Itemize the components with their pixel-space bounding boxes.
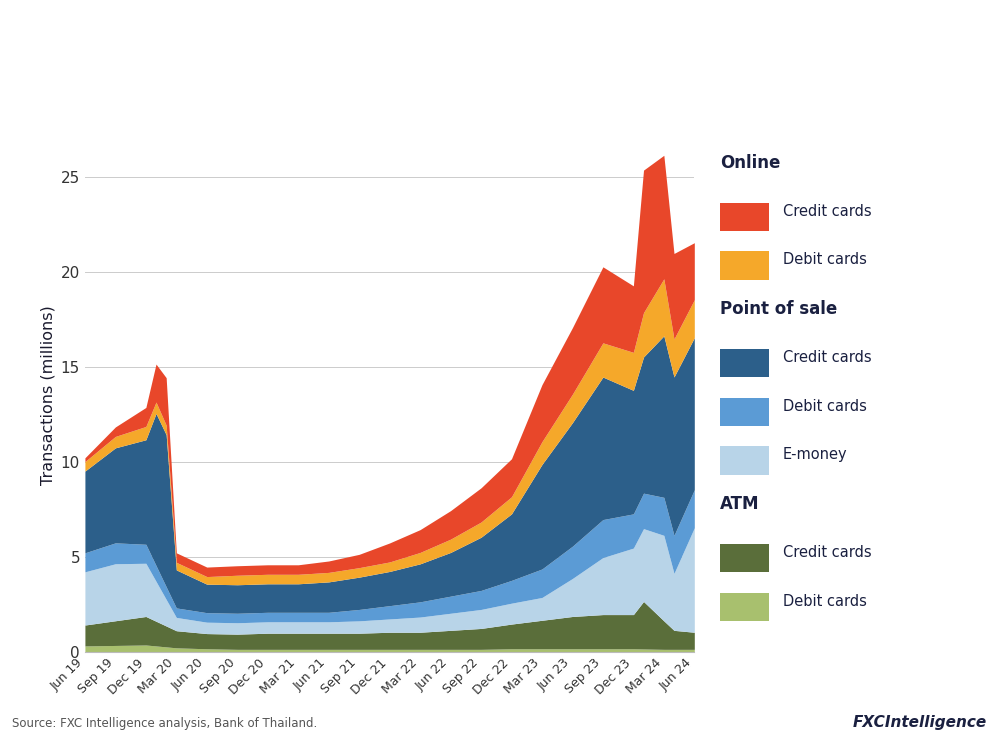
Text: ATM: ATM <box>719 495 759 513</box>
Bar <box>719 203 769 231</box>
Bar <box>719 252 769 279</box>
Text: Cross-border transactions in Thailand from foreign-issued cards: Cross-border transactions in Thailand fr… <box>12 78 523 93</box>
Text: Point of sale: Point of sale <box>719 300 837 318</box>
Text: Debit cards: Debit cards <box>783 398 867 413</box>
Text: Credit cards: Credit cards <box>783 204 871 219</box>
Text: Debit cards: Debit cards <box>783 252 867 267</box>
Text: Credit cards: Credit cards <box>783 545 871 560</box>
Text: Online: Online <box>719 154 780 172</box>
Bar <box>719 544 769 572</box>
Text: Credit cards: Credit cards <box>783 350 871 365</box>
Text: FXCIntelligence: FXCIntelligence <box>853 715 987 730</box>
Y-axis label: Transactions (millions): Transactions (millions) <box>40 306 55 485</box>
Text: Credit cards increasingly popular for foreign spending in Thailand: Credit cards increasingly popular for fo… <box>12 25 914 49</box>
Text: Source: FXC Intelligence analysis, Bank of Thailand.: Source: FXC Intelligence analysis, Bank … <box>12 718 318 730</box>
Bar <box>719 446 769 475</box>
Text: Debit cards: Debit cards <box>783 594 867 609</box>
Bar <box>719 398 769 426</box>
Bar <box>719 592 769 621</box>
Text: E-money: E-money <box>783 447 847 462</box>
Bar <box>719 349 769 377</box>
